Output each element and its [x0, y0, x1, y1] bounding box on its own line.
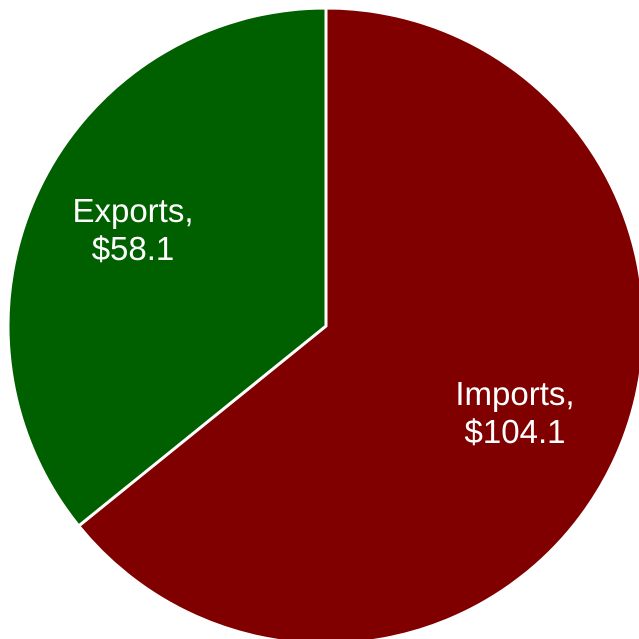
pie-slice-imports: [77, 6, 639, 639]
data-label-exports-value: $58.1: [92, 230, 175, 267]
pie-slice-exports: [6, 6, 328, 528]
data-label-imports-name: Imports,: [455, 375, 574, 412]
pie-labels: Imports,$104.1 Exports,$58.1: [72, 192, 574, 450]
pie-slices: [6, 6, 639, 639]
data-label-imports-value: $104.1: [465, 413, 566, 450]
data-label-exports-name: Exports,: [72, 192, 193, 229]
